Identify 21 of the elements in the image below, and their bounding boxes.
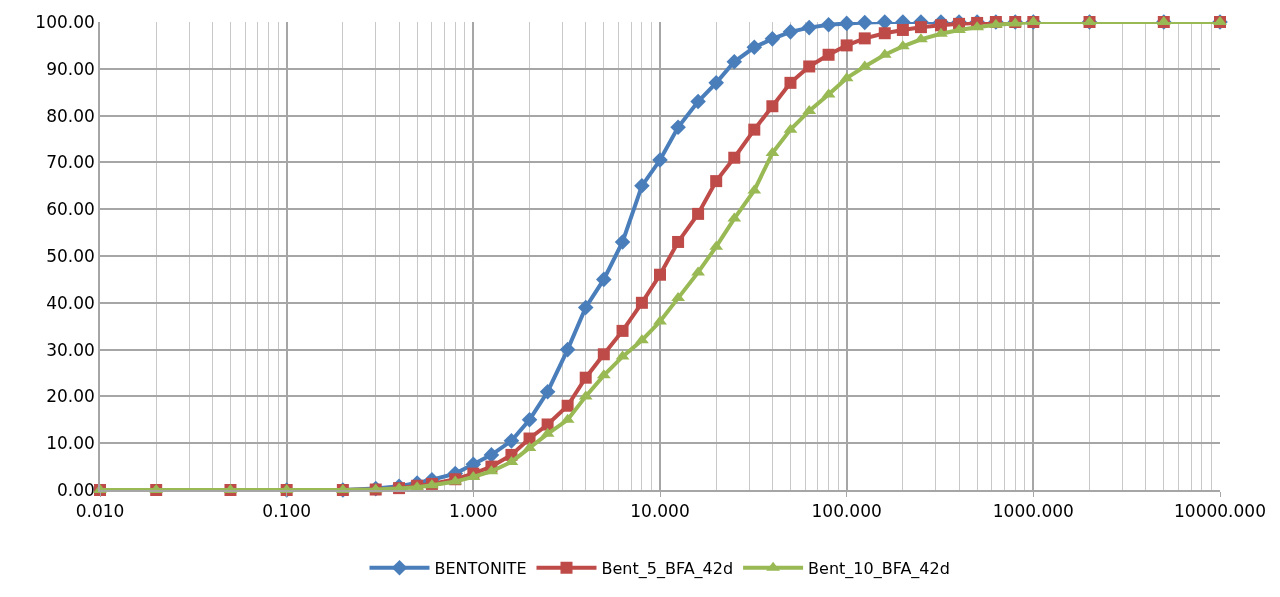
y-tick-label: 50.00: [46, 245, 95, 266]
x-tick-label: 100.000: [811, 501, 882, 522]
x-tick-label: 0.100: [262, 501, 312, 522]
y-tick-label: 60.00: [46, 199, 95, 220]
y-tick-label: 40.00: [46, 292, 95, 313]
y-tick-label: 90.00: [46, 58, 95, 79]
y-tick-label: 70.00: [46, 152, 95, 173]
x-tick-label: 1.000: [448, 501, 498, 522]
legend-label: Bent_5_BFA_42d: [601, 558, 734, 579]
legend-label: Bent_10_BFA_42d: [808, 558, 950, 579]
x-tick-label: 0.010: [75, 501, 125, 522]
y-tick-label: 10.00: [46, 433, 95, 454]
y-tick-label: 20.00: [46, 386, 95, 407]
y-tick-label: 0.00: [56, 479, 95, 500]
y-tick-label: 30.00: [46, 339, 95, 360]
legend-label: BENTONITE: [434, 558, 527, 578]
x-tick-label: 1000.000: [992, 501, 1074, 522]
x-tick-label: 10.000: [630, 501, 690, 522]
y-tick-label: 100.00: [35, 11, 95, 32]
x-tick-label: 10000.000: [1174, 501, 1266, 522]
y-tick-label: 80.00: [46, 105, 95, 126]
